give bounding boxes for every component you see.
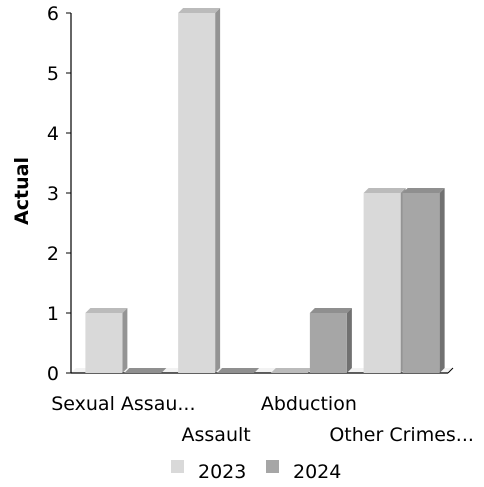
bar bbox=[124, 368, 167, 373]
axes: 0 1 2 3 4 5 6 bbox=[47, 3, 454, 385]
y-tick-label: 2 bbox=[47, 243, 59, 265]
y-tick-label: 6 bbox=[47, 3, 59, 25]
bar-side bbox=[439, 188, 445, 373]
bar-front bbox=[402, 193, 440, 373]
category-label: Sexual Assau... bbox=[51, 393, 195, 415]
bar-top bbox=[124, 368, 167, 373]
bars bbox=[85, 8, 445, 373]
category-label: Assault bbox=[182, 424, 251, 446]
bar-front bbox=[178, 13, 216, 373]
bar bbox=[309, 308, 352, 373]
y-tick-label: 1 bbox=[47, 303, 59, 325]
bar-top bbox=[309, 308, 352, 313]
bar bbox=[85, 308, 128, 373]
bar-side bbox=[346, 308, 352, 373]
bar-top bbox=[270, 368, 313, 373]
y-tick-label: 0 bbox=[47, 363, 59, 385]
legend-swatch bbox=[266, 460, 279, 473]
bar-side bbox=[215, 8, 221, 373]
category-label: Other Crimes... bbox=[329, 424, 474, 446]
bar-side bbox=[122, 308, 128, 373]
legend-label: 2023 bbox=[198, 461, 246, 483]
bar-front bbox=[363, 193, 401, 373]
bar-front bbox=[85, 313, 123, 373]
chart-floor bbox=[71, 368, 453, 373]
legend: 2023 2024 bbox=[171, 460, 341, 483]
bar-top bbox=[178, 8, 221, 13]
bar-top bbox=[402, 188, 445, 193]
y-tick-label: 3 bbox=[47, 183, 59, 205]
bar-front bbox=[309, 313, 347, 373]
y-tick-label: 4 bbox=[47, 123, 59, 145]
bar bbox=[402, 188, 445, 373]
legend-label: 2024 bbox=[293, 461, 341, 483]
bar bbox=[217, 368, 260, 373]
bar bbox=[270, 368, 313, 373]
labels: Sexual Assau... Assault Abduction Other Cri… bbox=[51, 393, 474, 446]
y-axis-title: Actual bbox=[11, 157, 33, 225]
category-label: Abduction bbox=[261, 393, 357, 415]
x-axis-end bbox=[447, 367, 454, 374]
bar-top bbox=[363, 188, 406, 193]
bar bbox=[363, 188, 406, 373]
y-tick-label: 5 bbox=[47, 63, 59, 85]
bar-top bbox=[217, 368, 260, 373]
bar bbox=[178, 8, 221, 373]
legend-swatch bbox=[171, 460, 184, 473]
bar-top bbox=[85, 308, 128, 313]
